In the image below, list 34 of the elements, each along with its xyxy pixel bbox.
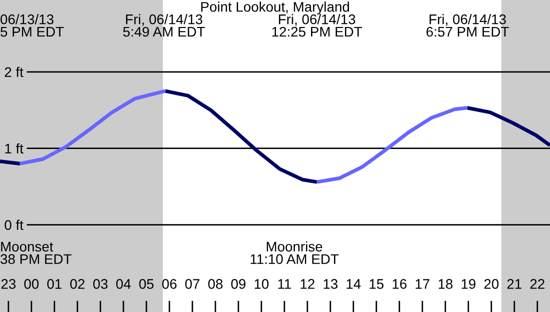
x-tick-label: 09 <box>231 279 246 289</box>
x-tick-label: 18 <box>438 279 452 289</box>
y-tick-label: 1 ft <box>5 143 24 154</box>
annotation: Fri, 06/14/13 12:25 PM EDT <box>272 14 362 37</box>
x-tick-label: 06 <box>162 279 177 289</box>
x-tick-label: 14 <box>346 279 361 289</box>
x-tick-label: 02 <box>70 279 84 289</box>
x-tick-label: 04 <box>116 279 131 289</box>
x-tick-label: 21 <box>507 279 522 289</box>
x-tick-label: 12 <box>300 279 314 289</box>
x-tick-label: 03 <box>93 279 108 289</box>
x-tick-label: 22 <box>530 279 544 289</box>
x-tick-label: 13 <box>324 279 338 289</box>
x-tick-label: 01 <box>47 279 62 289</box>
annotation: Moonset 38 PM EDT <box>0 242 72 264</box>
x-tick-label: 23 <box>1 279 16 289</box>
x-tick-label: 07 <box>185 279 200 289</box>
annotation: 06/13/13 5 PM EDT <box>0 14 64 37</box>
annotation: Moonrise 11:10 AM EDT <box>250 241 339 264</box>
x-tick-label: 00 <box>24 279 39 289</box>
x-tick-label: 17 <box>416 279 430 289</box>
x-tick-label: 05 <box>139 279 154 289</box>
y-tick-label: 0 ft <box>4 220 24 230</box>
x-tick-label: 15 <box>370 279 384 289</box>
y-tick-label: 2 ft <box>4 66 24 78</box>
x-tick-label: 19 <box>462 279 476 289</box>
x-tick-label: 10 <box>254 279 269 289</box>
x-tick-label: 20 <box>484 279 499 289</box>
x-tick-label: 11 <box>278 279 291 289</box>
annotation: Fri, 06/14/13 6:57 PM EDT <box>426 14 509 37</box>
annotation: Fri, 06/14/13 5:49 AM EDT <box>123 14 205 37</box>
chart-title: Point Lookout, Maryland <box>201 2 349 15</box>
x-tick-label: 08 <box>208 279 223 289</box>
x-tick-label: 16 <box>392 279 406 289</box>
